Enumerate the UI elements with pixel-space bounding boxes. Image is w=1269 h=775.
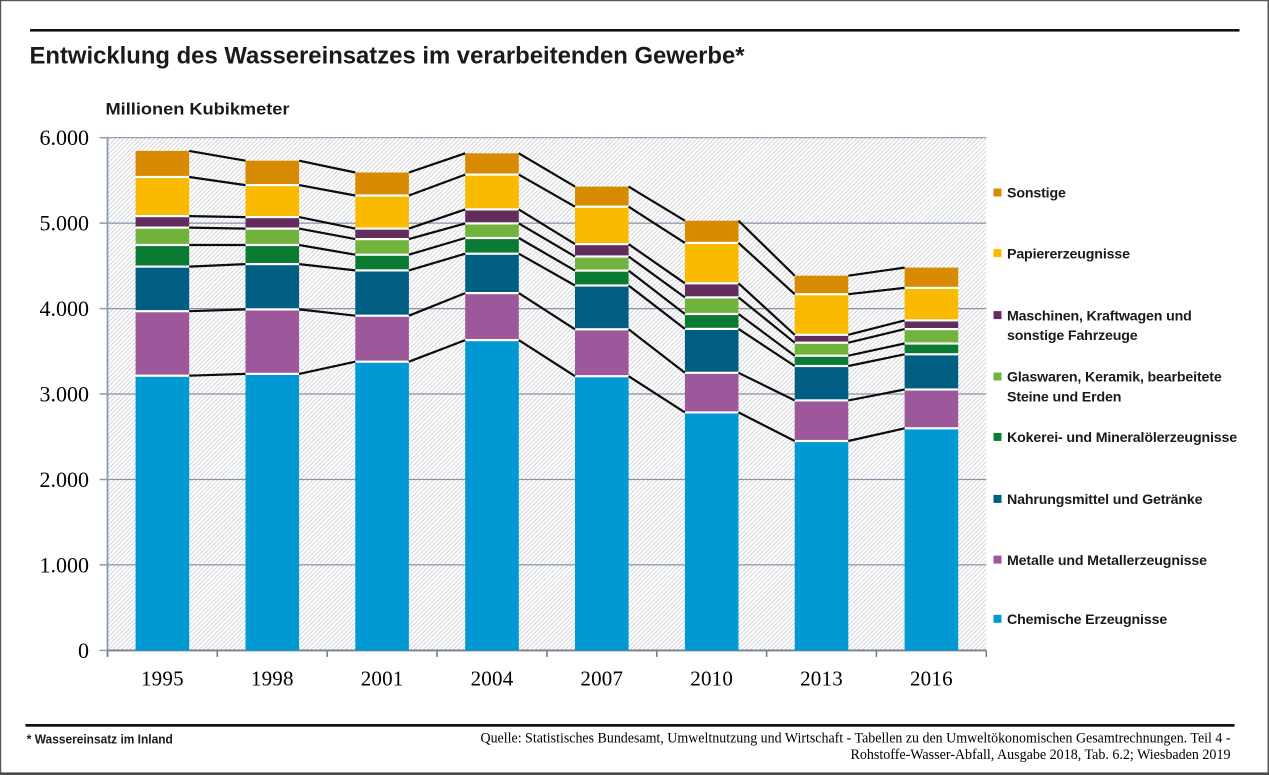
svg-text:2010: 2010 [690, 666, 733, 690]
svg-text:6.000: 6.000 [40, 125, 90, 150]
svg-text:2007: 2007 [580, 666, 623, 690]
svg-text:sonstige Fahrzeuge: sonstige Fahrzeuge [1007, 328, 1138, 344]
svg-text:2001: 2001 [361, 666, 404, 690]
svg-text:* Wassereinsatz im Inland: * Wassereinsatz im Inland [27, 731, 173, 746]
svg-text:Kokerei- und Mineralölerzeugni: Kokerei- und Mineralölerzeugnisse [1007, 430, 1237, 446]
svg-text:Metalle und Metallerzeugnisse: Metalle und Metallerzeugnisse [1007, 553, 1207, 569]
svg-text:Steine und Erden: Steine und Erden [1007, 390, 1121, 406]
svg-text:Nahrungsmittel und Getränke: Nahrungsmittel und Getränke [1007, 492, 1203, 508]
svg-text:1998: 1998 [251, 666, 294, 690]
svg-text:2016: 2016 [910, 666, 953, 690]
svg-text:Entwicklung des Wassereinsatze: Entwicklung des Wassereinsatzes im verar… [30, 43, 746, 70]
svg-text:Millionen Kubikmeter: Millionen Kubikmeter [106, 100, 291, 119]
svg-text:0: 0 [78, 638, 89, 663]
svg-text:1995: 1995 [141, 666, 184, 690]
svg-text:3.000: 3.000 [40, 382, 90, 407]
svg-text:Glaswaren, Keramik, bearbeitet: Glaswaren, Keramik, bearbeitete [1007, 370, 1222, 386]
svg-text:Sonstige: Sonstige [1007, 186, 1066, 202]
svg-text:Papiererzeugnisse: Papiererzeugnisse [1007, 246, 1130, 262]
svg-text:Quelle: Statistisches Bundesam: Quelle: Statistisches Bundesamt, Umweltn… [481, 731, 1231, 747]
svg-text:4.000: 4.000 [40, 296, 90, 321]
svg-text:1.000: 1.000 [40, 552, 90, 577]
svg-text:Rohstoffe-Wasser-Abfall, Ausga: Rohstoffe-Wasser-Abfall, Ausgabe 2018, T… [851, 747, 1231, 763]
svg-text:5.000: 5.000 [40, 211, 90, 236]
svg-text:Maschinen, Kraftwagen und: Maschinen, Kraftwagen und [1007, 308, 1192, 324]
svg-text:2004: 2004 [471, 666, 514, 690]
svg-text:2013: 2013 [800, 666, 843, 690]
svg-text:Chemische Erzeugnisse: Chemische Erzeugnisse [1007, 612, 1167, 628]
svg-text:2.000: 2.000 [40, 467, 90, 492]
